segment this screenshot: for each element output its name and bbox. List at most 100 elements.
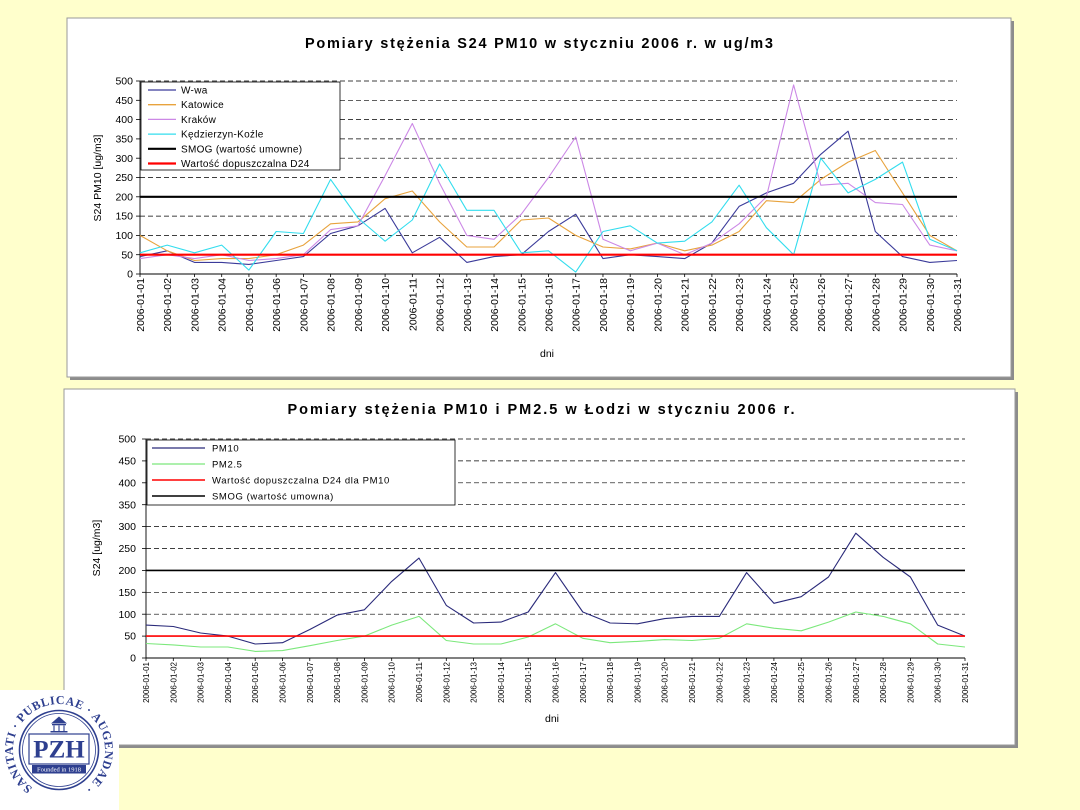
y-tick-label: 250: [115, 172, 133, 184]
legend-label: Katowice: [181, 100, 224, 111]
legend-label: Wartość dopuszczalna D24 dla PM10: [212, 476, 390, 487]
series-line-krakow: [139, 84, 958, 262]
x-tick-label: 2006-01-10: [388, 661, 397, 702]
legend: PM10 PM2.5 Wartość dopuszczalna D24 dla PM…: [146, 439, 456, 506]
x-tick-label: 2006-01-30: [925, 278, 937, 332]
y-tick-label: 50: [124, 631, 136, 643]
legend-label: Kraków: [181, 115, 217, 126]
legend-label: PM10: [212, 444, 239, 455]
legend-item-katowice: Katowice: [148, 100, 224, 111]
legend-box: [146, 439, 456, 506]
series-line-w-wa: [139, 130, 958, 265]
y-tick-label: 300: [115, 153, 133, 165]
y-tick-label: 300: [118, 521, 136, 533]
y-tick-label: 150: [118, 587, 136, 599]
x-tick-label: 2006-01-11: [415, 661, 424, 702]
x-tick-label: 2006-01-05: [251, 661, 260, 702]
y-tick-label: 100: [118, 609, 136, 621]
legend-box: [140, 81, 341, 171]
x-tick-label: 2006-01-06: [279, 661, 288, 702]
logo-outer-ring: [18, 709, 100, 791]
legend-item-wartosc-dopuszczalna-d24-dla-pm10: Wartość dopuszczalna D24 dla PM10: [152, 476, 390, 487]
legend-label: SMOG (wartość umowne): [181, 144, 302, 155]
x-tick-label: 2006-01-22: [707, 278, 719, 332]
logo-inner-ring: [22, 713, 96, 787]
x-tick-label: 2006-01-17: [571, 278, 583, 332]
x-tick-label: 2006-01-17: [579, 661, 588, 702]
y-tick-label: 500: [118, 434, 136, 446]
y-tick-label: 350: [115, 134, 133, 146]
series-line-pm10: [145, 532, 966, 645]
x-tick-label: 2006-01-02: [169, 661, 178, 702]
y-tick-label: 400: [115, 114, 133, 126]
legend-label: PM2.5: [212, 460, 242, 471]
x-tick-label: 2006-01-25: [797, 661, 806, 702]
x-tick-label: 2006-01-07: [306, 661, 315, 702]
y-axis-label: S24 [ug/m3]: [91, 520, 103, 577]
x-tick-label: 2006-01-09: [353, 278, 365, 332]
legend-item-krakow: Kraków: [148, 115, 217, 126]
legend-label: Wartość dopuszczalna D24: [181, 159, 310, 170]
y-tick-label: 250: [118, 543, 136, 555]
x-tick-label: 2006-01-16: [552, 661, 561, 702]
pzh-logo: SANITATI · PUBLICAE · AUGENDAE · PZH Fou…: [0, 690, 119, 810]
x-tick-label: 2006-01-23: [743, 661, 752, 702]
x-tick-label: 2006-01-08: [333, 661, 342, 702]
x-tick-label: 2006-01-27: [843, 278, 855, 332]
legend-item-pm10: PM10: [152, 444, 239, 455]
logo-founded-text: Founded in 1918: [37, 767, 81, 774]
x-tick-label: 2006-01-23: [734, 278, 746, 332]
x-tick-label: 2006-01-27: [852, 661, 861, 702]
x-tick-label: 2006-01-22: [715, 661, 724, 702]
x-tick-label: 2006-01-20: [652, 278, 664, 332]
logo-center-text: PZH: [33, 737, 85, 764]
legend-label: W-wa: [181, 86, 208, 97]
x-tick-label: 2006-01-06: [271, 278, 283, 332]
x-tick-label: 2006-01-26: [825, 661, 834, 702]
x-tick-label: 2006-01-18: [598, 278, 610, 332]
y-tick-label: 200: [118, 565, 136, 577]
x-tick-label: 2006-01-28: [870, 278, 882, 332]
x-tick-label: 2006-01-03: [190, 278, 202, 332]
legend-item-pm2-5: PM2.5: [152, 460, 242, 471]
x-tick-label: 2006-01-04: [224, 661, 233, 702]
legend-item-kedzierzyn-kozle: Kędzierzyn-Koźle: [148, 130, 263, 141]
x-tick-label: 2006-01-19: [625, 278, 637, 332]
x-tick-label: 2006-01-14: [497, 661, 506, 702]
x-tick-label: 2006-01-13: [462, 278, 474, 332]
x-tick-label: 2006-01-24: [761, 278, 773, 332]
x-tick-label: 2006-01-09: [360, 661, 369, 702]
legend-item-smog-wartosc-umowne: SMOG (wartość umowne): [148, 144, 302, 155]
x-tick-label: 2006-01-30: [934, 661, 943, 702]
x-tick-label: 2006-01-11: [407, 278, 419, 331]
series-line-kedzierzyn-kozle: [139, 157, 958, 273]
legend-label: SMOG (wartość umowna): [212, 492, 334, 503]
x-tick-label: 2006-01-29: [906, 661, 915, 702]
x-tick-label: 2006-01-12: [435, 278, 447, 332]
x-tick-label: 2006-01-29: [898, 278, 910, 332]
x-tick-label: 2006-01-13: [470, 661, 479, 702]
legend-item-wartosc-dopuszczalna-d24: Wartość dopuszczalna D24: [148, 159, 310, 170]
x-tick-label: 2006-01-21: [680, 278, 692, 332]
chart-pm10-cities: Pomiary stężenia S24 PM10 w styczniu 200…: [66, 17, 1014, 380]
logo-center-box: [28, 733, 90, 765]
chart-lodz-pm10-pm25: Pomiary stężenia PM10 i PM2.5 w Łodzi w …: [63, 388, 1018, 748]
x-tick-label: 2006-01-02: [162, 278, 174, 332]
x-tick-label: 2006-01-25: [789, 278, 801, 332]
x-tick-label: 2006-01-05: [244, 278, 256, 332]
y-tick-label: 350: [118, 499, 136, 511]
x-tick-label: 2006-01-04: [217, 278, 229, 332]
x-tick-label: 2006-01-26: [816, 278, 828, 332]
legend: W-wa Katowice Kraków Kędzierzyn-Koźle SMOG (…: [140, 81, 341, 171]
x-tick-label: 2006-01-28: [879, 661, 888, 702]
legend-item-w-wa: W-wa: [148, 86, 208, 97]
y-tick-label: 150: [115, 211, 133, 223]
y-tick-label: 0: [127, 269, 133, 281]
x-axis-label: dni: [545, 713, 559, 725]
x-tick-label: 2006-01-18: [606, 661, 615, 702]
logo-founded-band: [32, 765, 86, 774]
x-tick-label: 2006-01-21: [688, 661, 697, 702]
x-tick-label: 2006-01-15: [516, 278, 528, 332]
chart-title: Pomiary stężenia S24 PM10 w styczniu 200…: [305, 36, 773, 52]
